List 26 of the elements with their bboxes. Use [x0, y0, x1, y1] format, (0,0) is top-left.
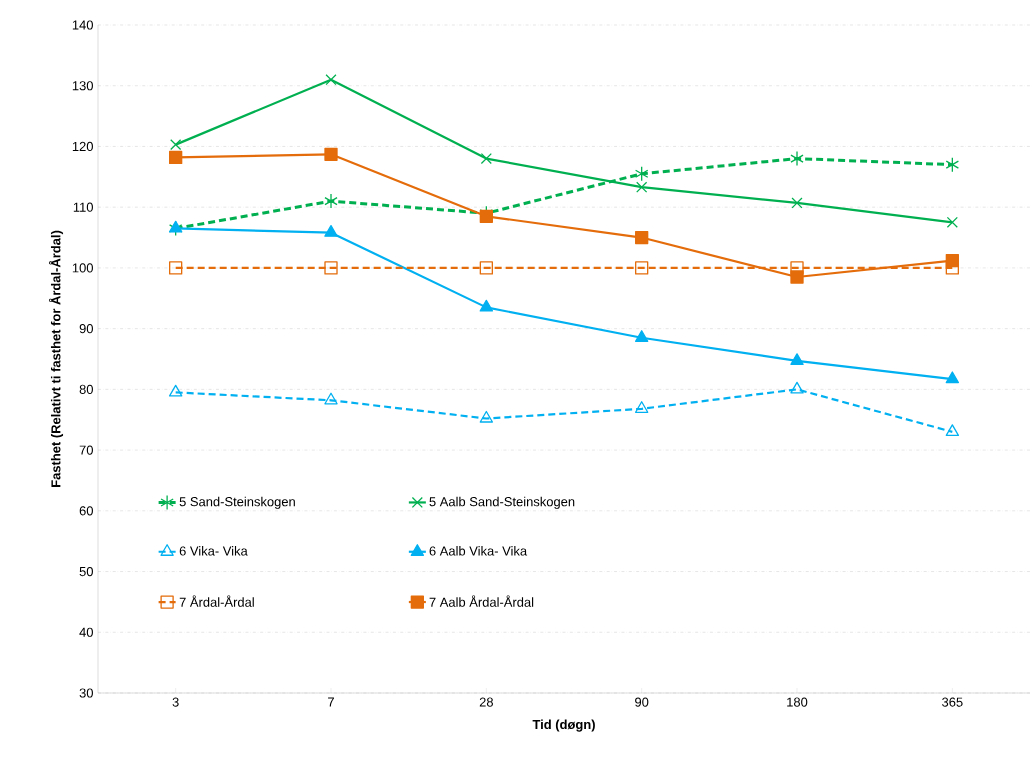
x-tick-label: 180 [787, 697, 808, 707]
y-tick-label: 40 [79, 627, 93, 637]
x-tick-label: 365 [942, 697, 963, 707]
y-axis-title: Fasthet (Relativt ti fasthet for Årdal-Årdal) [48, 230, 64, 487]
x-tick-label: 3 [172, 697, 179, 707]
x-tick-label: 90 [635, 697, 649, 707]
legend-label: 5 Sand-Steinskogen [179, 496, 295, 509]
y-tick-label: 130 [72, 81, 93, 91]
x-tick-label: 7 [328, 697, 334, 707]
y-tick-label: 120 [72, 141, 93, 152]
y-tick-label: 140 [72, 20, 93, 30]
y-tick-label: 50 [79, 566, 93, 577]
y-tick-label: 30 [79, 688, 93, 698]
y-tick-label: 110 [73, 202, 93, 212]
x-tick-label: 28 [479, 697, 493, 707]
legend-label: 6 Vika- Vika [179, 546, 248, 556]
y-tick-label: 100 [72, 263, 93, 273]
y-tick-label: 90 [79, 324, 93, 334]
x-axis-title: Tid (døgn) [532, 719, 595, 732]
legend-label: 7 Aalb Årdal-Årdal [429, 595, 534, 607]
legend-label: 5 Aalb Sand-Steinskogen [429, 496, 575, 509]
legend-label: 6 Aalb Vika- Vika [429, 546, 528, 556]
y-tick-label: 60 [79, 506, 93, 516]
y-tick-label: 80 [79, 384, 93, 394]
legend-label: 7 Årdal-Årdal [179, 595, 254, 607]
y-tick-label: 70 [79, 445, 93, 455]
